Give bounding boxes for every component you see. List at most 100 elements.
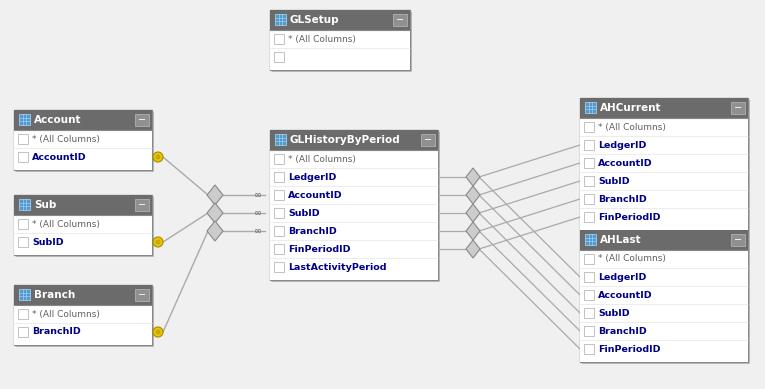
Bar bbox=[270, 10, 410, 30]
Bar bbox=[18, 327, 28, 337]
Text: AccountID: AccountID bbox=[32, 152, 86, 161]
Text: LedgerID: LedgerID bbox=[598, 273, 646, 282]
Text: −: − bbox=[138, 200, 146, 210]
Bar bbox=[274, 34, 284, 44]
Bar bbox=[270, 10, 410, 70]
Text: SubID: SubID bbox=[288, 209, 320, 217]
Bar bbox=[584, 290, 594, 300]
Bar bbox=[393, 14, 407, 26]
Circle shape bbox=[153, 152, 163, 162]
Bar bbox=[274, 208, 284, 218]
Bar bbox=[270, 130, 438, 150]
Text: −: − bbox=[138, 290, 146, 300]
Bar bbox=[135, 199, 149, 211]
Bar bbox=[731, 234, 745, 246]
Bar bbox=[14, 110, 152, 130]
Text: SubID: SubID bbox=[32, 238, 63, 247]
Bar bbox=[585, 234, 596, 245]
Text: AccountID: AccountID bbox=[598, 158, 653, 168]
Bar bbox=[272, 12, 412, 72]
Bar bbox=[580, 118, 748, 230]
Text: Account: Account bbox=[34, 115, 82, 125]
Text: * (All Columns): * (All Columns) bbox=[288, 35, 356, 44]
Bar bbox=[580, 230, 748, 362]
Bar bbox=[584, 254, 594, 264]
Text: −: − bbox=[424, 135, 432, 145]
Text: * (All Columns): * (All Columns) bbox=[32, 219, 100, 228]
Bar bbox=[274, 226, 284, 236]
Bar bbox=[14, 195, 152, 215]
Text: BranchID: BranchID bbox=[598, 194, 646, 203]
Polygon shape bbox=[466, 168, 480, 186]
Bar bbox=[14, 215, 152, 255]
Bar bbox=[275, 134, 286, 145]
Bar bbox=[274, 262, 284, 272]
Text: Sub: Sub bbox=[34, 200, 57, 210]
Text: −: − bbox=[734, 103, 742, 113]
Bar bbox=[272, 132, 440, 282]
Circle shape bbox=[155, 240, 161, 245]
Text: −: − bbox=[396, 15, 404, 25]
Text: * (All Columns): * (All Columns) bbox=[288, 154, 356, 163]
Bar bbox=[275, 14, 286, 25]
Text: FinPeriodID: FinPeriodID bbox=[288, 245, 350, 254]
Text: AHCurrent: AHCurrent bbox=[600, 103, 662, 113]
Bar bbox=[135, 114, 149, 126]
Bar bbox=[584, 176, 594, 186]
Text: LastActivityPeriod: LastActivityPeriod bbox=[288, 263, 386, 272]
Text: AccountID: AccountID bbox=[288, 191, 343, 200]
Text: BranchID: BranchID bbox=[32, 328, 81, 336]
Bar bbox=[14, 305, 152, 345]
Bar bbox=[580, 98, 748, 118]
Bar bbox=[19, 289, 30, 300]
Bar bbox=[270, 150, 438, 280]
Bar bbox=[18, 152, 28, 162]
Polygon shape bbox=[466, 222, 480, 240]
Text: FinPeriodID: FinPeriodID bbox=[598, 345, 660, 354]
Bar bbox=[584, 326, 594, 336]
Circle shape bbox=[155, 329, 161, 335]
Text: * (All Columns): * (All Columns) bbox=[598, 254, 666, 263]
Text: Branch: Branch bbox=[34, 290, 75, 300]
Text: BranchID: BranchID bbox=[598, 326, 646, 335]
Text: −: − bbox=[138, 115, 146, 125]
Bar bbox=[18, 309, 28, 319]
Bar bbox=[19, 199, 30, 210]
Text: AHLast: AHLast bbox=[600, 235, 642, 245]
Polygon shape bbox=[466, 240, 480, 258]
Text: FinPeriodID: FinPeriodID bbox=[598, 212, 660, 221]
Text: ∞: ∞ bbox=[254, 190, 262, 200]
Bar bbox=[421, 134, 435, 146]
Polygon shape bbox=[466, 204, 480, 222]
Bar bbox=[274, 244, 284, 254]
Bar bbox=[584, 194, 594, 204]
Bar bbox=[580, 98, 748, 230]
Text: GLHistoryByPeriod: GLHistoryByPeriod bbox=[290, 135, 401, 145]
Circle shape bbox=[155, 154, 161, 159]
Bar bbox=[584, 158, 594, 168]
Bar bbox=[274, 172, 284, 182]
Text: SubID: SubID bbox=[598, 308, 630, 317]
Bar bbox=[580, 250, 748, 362]
Bar bbox=[14, 285, 152, 305]
Text: SubID: SubID bbox=[598, 177, 630, 186]
Bar bbox=[14, 285, 152, 345]
Bar bbox=[584, 122, 594, 132]
Text: GLSetup: GLSetup bbox=[290, 15, 340, 25]
Bar bbox=[584, 344, 594, 354]
Circle shape bbox=[153, 237, 163, 247]
Bar bbox=[19, 114, 30, 125]
Text: −: − bbox=[734, 235, 742, 245]
Circle shape bbox=[153, 327, 163, 337]
Bar bbox=[14, 195, 152, 255]
Bar bbox=[580, 230, 748, 250]
Text: LedgerID: LedgerID bbox=[288, 172, 337, 182]
Bar bbox=[731, 102, 745, 114]
Bar bbox=[584, 212, 594, 222]
Bar bbox=[584, 308, 594, 318]
Text: AccountID: AccountID bbox=[598, 291, 653, 300]
Text: ∞: ∞ bbox=[254, 226, 262, 236]
Bar bbox=[582, 100, 750, 232]
Bar bbox=[16, 197, 154, 257]
Polygon shape bbox=[207, 203, 223, 223]
